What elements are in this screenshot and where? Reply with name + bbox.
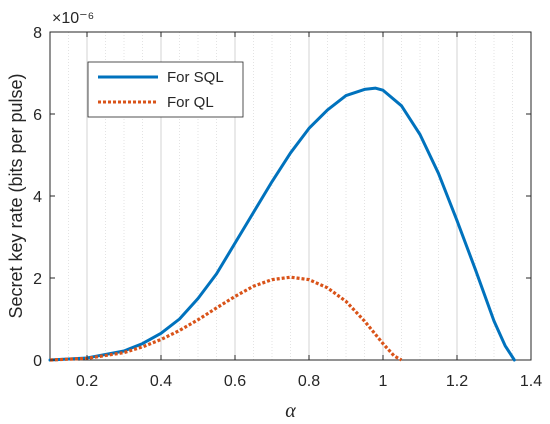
legend: For SQL For QL [87, 61, 244, 118]
x-axis-label: α [285, 400, 296, 422]
legend-entry-ql: For QL [167, 94, 214, 111]
tick-labels: 0.2 0.4 0.6 0.8 1 1.2 1.4 0 2 4 6 8 [33, 25, 542, 390]
x-tick-label: 0.8 [298, 373, 320, 390]
x-tick-label: 0.2 [76, 373, 98, 390]
series-line-sql [48, 86, 516, 362]
x-tick-label: 0.6 [224, 373, 246, 390]
y-tick-label: 2 [33, 271, 42, 288]
y-axis-label: Secret key rate (bits per pulse) [6, 73, 26, 318]
series-layer [48, 86, 516, 362]
legend-box [87, 61, 244, 118]
y-tick-label: 0 [33, 353, 42, 370]
x-tick-label: 0.4 [150, 373, 172, 390]
x-tick-label: 1.4 [520, 373, 542, 390]
y-tick-label: 4 [33, 189, 42, 206]
y-tick-label: 6 [33, 107, 42, 124]
series-line-ql [49, 275, 403, 362]
y-axis-exponent: ×10⁻⁶ [52, 10, 94, 27]
axis-ticks [50, 31, 532, 361]
legend-entry-sql: For SQL [167, 69, 224, 86]
y-tick-label: 8 [33, 25, 42, 42]
x-tick-label: 1 [379, 373, 388, 390]
x-tick-label: 1.2 [446, 373, 468, 390]
